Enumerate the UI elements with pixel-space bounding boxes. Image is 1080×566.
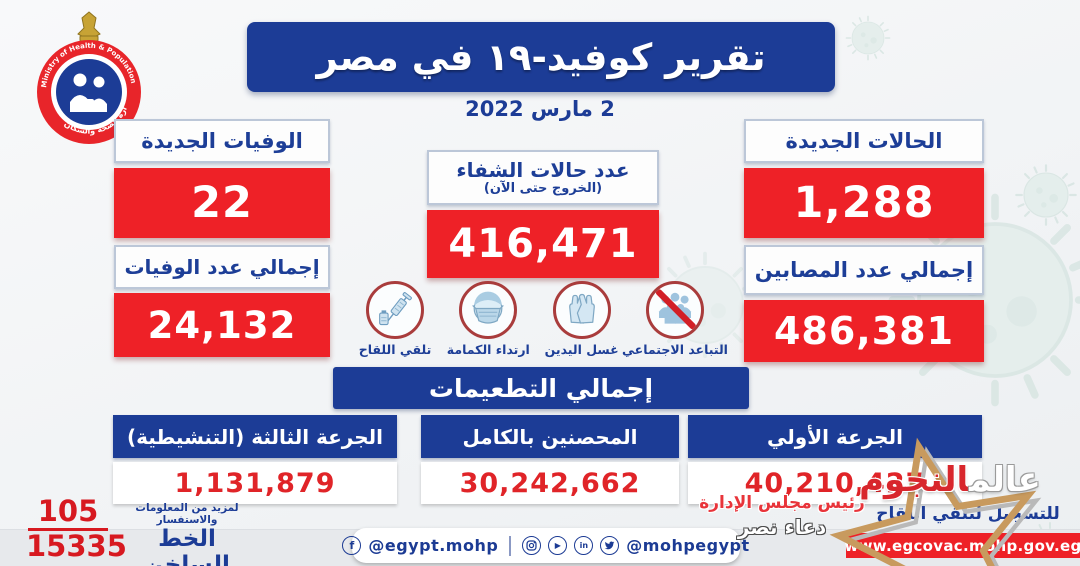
- total-cases-label: إجمالي عدد المصابين: [744, 245, 984, 295]
- fully-vaccinated-value: 30,242,662: [421, 462, 679, 504]
- precaution-label: التباعد الاجتماعي: [622, 342, 728, 357]
- precaution-vaccine: تلقي اللقاح: [352, 281, 438, 363]
- social-distancing-icon: [645, 281, 704, 339]
- hand-washing-icon: [552, 281, 611, 339]
- precaution-label: غسل اليدين: [544, 342, 619, 357]
- report-date: 2 مارس 2022: [465, 97, 615, 121]
- vaccine-syringe-icon: [366, 281, 424, 339]
- vaccinations-banner-label: إجمالي التطعيمات: [428, 373, 654, 403]
- twitter-icon: [600, 536, 620, 555]
- report-title: تقرير كوفيد-١٩ في مصر: [316, 35, 766, 79]
- chairman-name: دعاء نصر: [737, 515, 827, 539]
- booster-dose-header: الجرعة الثالثة (التنشيطية): [113, 415, 397, 458]
- recoveries-label: عدد حالات الشفاء: [456, 158, 630, 182]
- facebook-icon: f: [342, 536, 362, 555]
- hotline-label: الخط الساخن: [144, 526, 230, 566]
- face-mask-icon: [459, 281, 518, 339]
- new-deaths-label: الوفيات الجديدة: [114, 119, 330, 163]
- report-title-banner: تقرير كوفيد-١٩ في مصر: [247, 22, 835, 92]
- eagle-emblem-icon: [77, 11, 101, 42]
- hotline-number-15335: 15335: [26, 528, 127, 563]
- total-cases-value: 486,381: [744, 300, 984, 362]
- channel-name-part1: عالم: [969, 460, 1041, 500]
- combined-handle: @mohpegypt: [626, 536, 750, 555]
- channel-name-part2: النجوم: [859, 460, 970, 500]
- hotline-number-105: 105: [37, 494, 99, 528]
- linkedin-icon: in: [574, 536, 594, 555]
- website-url-bar: www.egcovac.mohp.gov.eg: [844, 533, 1080, 558]
- new-deaths-value: 22: [114, 168, 330, 238]
- recoveries-value: 416,471: [427, 210, 659, 278]
- booster-dose-value: 1,131,879: [113, 462, 397, 504]
- precautions-row: التباعد الاجتماعي غسل اليدين: [352, 281, 728, 363]
- precaution-face-mask: ارتداء الكمامة: [445, 281, 531, 363]
- fully-vaccinated-header: المحصنين بالكامل: [421, 415, 679, 458]
- precaution-social-distancing: التباعد الاجتماعي: [622, 281, 728, 363]
- precaution-label: ارتداء الكمامة: [446, 342, 530, 357]
- hotline-labels: لمزيد من المعلومات والاستفسار الخط الساخ…: [112, 502, 262, 566]
- hotline-divider: [28, 527, 108, 531]
- hotline-info-text: لمزيد من المعلومات والاستفسار: [135, 502, 239, 526]
- vaccine-registration-text: للتسجيل لتلقي اللقاح: [876, 504, 1060, 524]
- first-dose-header: الجرعة الأولي: [688, 415, 982, 458]
- new-cases-label: الحالات الجديدة: [744, 119, 984, 163]
- precaution-label: تلقي اللقاح: [358, 342, 432, 357]
- youtube-icon: ▶: [548, 536, 568, 555]
- family-icon: [70, 73, 107, 112]
- total-deaths-value: 24,132: [114, 293, 330, 357]
- vaccinations-banner: إجمالي التطعيمات: [333, 367, 749, 409]
- ministry-of-health-logo: Ministry of Health & Population وزارة ال…: [18, 4, 141, 144]
- facebook-handle: @egypt.mohp: [368, 536, 499, 555]
- new-cases-value: 1,288: [744, 168, 984, 238]
- chairman-title: رئيس مجلس الإدارة: [699, 493, 865, 513]
- social-divider: [509, 535, 512, 556]
- recoveries-sublabel: (الخروج حتى الآن): [483, 181, 603, 196]
- hotline-numbers: 105 15335: [26, 494, 127, 563]
- chairman-watermark: رئيس مجلس الإدارة دعاء نصر: [693, 493, 871, 539]
- total-deaths-label: إجمالي عدد الوفيات: [114, 245, 330, 289]
- instagram-icon: [522, 536, 542, 555]
- recoveries-label-box: عدد حالات الشفاء (الخروج حتى الآن): [427, 150, 659, 205]
- precaution-hand-washing: غسل اليدين: [539, 281, 625, 363]
- social-media-bar: f @egypt.mohp ▶ in @mohpegypt: [342, 528, 749, 563]
